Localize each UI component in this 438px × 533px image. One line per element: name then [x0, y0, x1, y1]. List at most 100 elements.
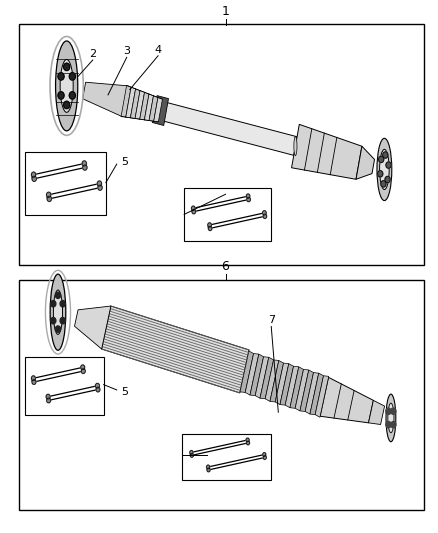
Circle shape	[246, 194, 250, 198]
Circle shape	[96, 387, 100, 392]
Bar	[25, 152, 106, 215]
Circle shape	[263, 453, 266, 456]
Polygon shape	[292, 124, 362, 179]
Ellipse shape	[388, 403, 394, 433]
Circle shape	[207, 465, 210, 469]
Circle shape	[81, 369, 85, 374]
Circle shape	[58, 72, 64, 80]
Text: 2: 2	[89, 49, 96, 59]
Polygon shape	[135, 91, 145, 119]
Ellipse shape	[60, 60, 73, 112]
Circle shape	[381, 181, 386, 187]
Circle shape	[98, 185, 102, 190]
Circle shape	[247, 197, 251, 201]
Polygon shape	[131, 89, 140, 118]
Circle shape	[55, 292, 60, 298]
Circle shape	[190, 454, 194, 457]
Text: 5: 5	[121, 386, 128, 397]
Polygon shape	[305, 373, 319, 414]
Circle shape	[247, 441, 250, 445]
Circle shape	[95, 383, 99, 388]
Circle shape	[60, 318, 65, 324]
Circle shape	[81, 365, 85, 370]
Ellipse shape	[380, 149, 389, 190]
Polygon shape	[356, 146, 374, 179]
Polygon shape	[149, 96, 158, 121]
Circle shape	[47, 196, 52, 201]
Polygon shape	[260, 357, 274, 399]
Circle shape	[191, 206, 195, 211]
Bar	[25, 357, 104, 415]
Circle shape	[97, 181, 102, 186]
Ellipse shape	[160, 101, 163, 120]
Text: 5: 5	[228, 189, 235, 199]
Circle shape	[64, 63, 70, 70]
Bar	[182, 434, 271, 480]
Polygon shape	[300, 370, 314, 411]
Circle shape	[46, 192, 51, 197]
Circle shape	[82, 161, 86, 166]
Polygon shape	[250, 354, 264, 395]
Circle shape	[51, 318, 56, 324]
Circle shape	[246, 438, 249, 442]
Polygon shape	[152, 95, 169, 125]
Ellipse shape	[294, 136, 297, 156]
Circle shape	[192, 209, 196, 214]
Polygon shape	[245, 353, 259, 395]
Ellipse shape	[386, 394, 396, 442]
Text: 1: 1	[222, 5, 230, 18]
Polygon shape	[280, 364, 293, 405]
Polygon shape	[126, 87, 136, 118]
Polygon shape	[240, 351, 254, 392]
Circle shape	[207, 468, 210, 472]
Text: 5: 5	[195, 453, 202, 463]
Ellipse shape	[377, 138, 392, 200]
Circle shape	[69, 72, 75, 80]
Circle shape	[378, 171, 383, 177]
Polygon shape	[320, 377, 373, 423]
Circle shape	[64, 101, 70, 109]
Circle shape	[51, 301, 56, 307]
Polygon shape	[285, 366, 299, 408]
Circle shape	[47, 398, 51, 403]
Circle shape	[32, 176, 36, 181]
Circle shape	[208, 223, 212, 227]
Polygon shape	[140, 92, 149, 120]
Bar	[19, 24, 424, 264]
Circle shape	[386, 422, 391, 428]
Circle shape	[58, 92, 64, 99]
Polygon shape	[83, 82, 128, 117]
Circle shape	[32, 172, 36, 177]
Circle shape	[263, 214, 267, 219]
Circle shape	[378, 156, 384, 163]
Polygon shape	[265, 360, 279, 401]
Ellipse shape	[50, 274, 66, 350]
Polygon shape	[290, 367, 304, 408]
Polygon shape	[270, 360, 283, 402]
Circle shape	[55, 326, 60, 332]
Polygon shape	[102, 306, 249, 393]
Polygon shape	[154, 98, 162, 122]
Polygon shape	[145, 94, 153, 120]
Circle shape	[69, 92, 75, 99]
Polygon shape	[74, 306, 111, 349]
Circle shape	[386, 162, 391, 168]
Ellipse shape	[56, 41, 78, 131]
Circle shape	[263, 211, 266, 215]
Ellipse shape	[53, 290, 63, 334]
Polygon shape	[121, 85, 131, 117]
Circle shape	[46, 394, 50, 399]
Text: 4: 4	[155, 45, 162, 55]
Circle shape	[83, 165, 87, 170]
Circle shape	[32, 379, 36, 384]
Bar	[184, 188, 271, 241]
Circle shape	[391, 408, 396, 414]
Circle shape	[60, 301, 65, 307]
Circle shape	[263, 456, 266, 459]
Polygon shape	[295, 369, 309, 411]
Bar	[19, 280, 424, 511]
Text: 5: 5	[121, 157, 128, 166]
Circle shape	[190, 450, 193, 454]
Text: 7: 7	[268, 316, 275, 326]
Polygon shape	[160, 102, 297, 155]
